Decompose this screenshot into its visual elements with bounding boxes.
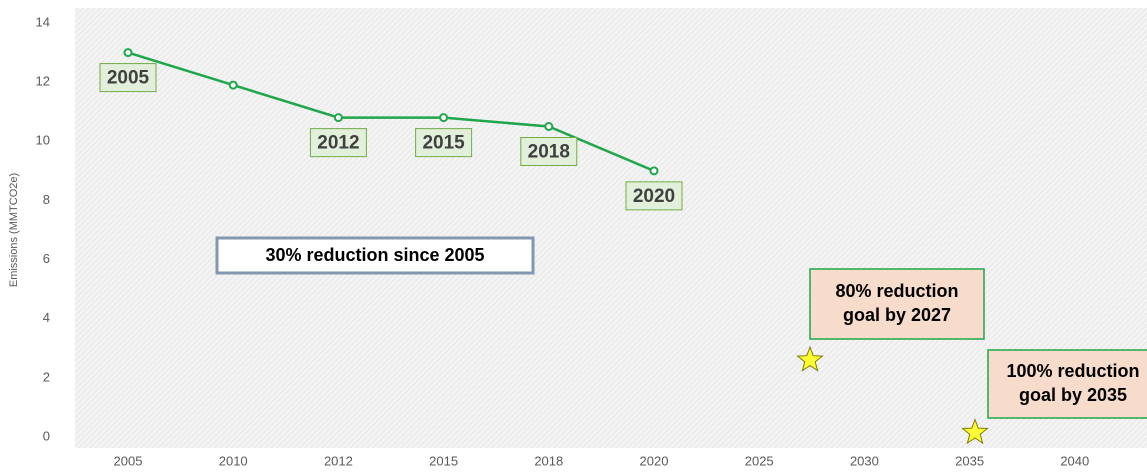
x-tick-label: 2010	[219, 453, 248, 468]
goal-text: 80% reduction	[835, 281, 958, 301]
x-tick-label: 2012	[324, 453, 353, 468]
x-tick-label: 2015	[429, 453, 458, 468]
point	[439, 113, 449, 123]
point-label-box	[309, 128, 367, 158]
point	[228, 80, 238, 90]
goal-text: goal by 2027	[843, 305, 951, 325]
y-tick-label: 12	[36, 74, 50, 89]
point-label: 2018	[528, 142, 570, 163]
x-tick-label: 2030	[850, 453, 879, 468]
point	[123, 48, 133, 58]
point-label: 2015	[422, 133, 465, 154]
x-tick-label: 2005	[114, 453, 143, 468]
goal-box	[987, 349, 1147, 419]
point-label-box	[625, 181, 683, 211]
goal-box	[809, 268, 985, 340]
point-label: 2020	[633, 186, 675, 207]
y-tick-label: 2	[43, 369, 50, 384]
point-label-box	[99, 63, 157, 93]
x-tick-label: 2035	[955, 453, 984, 468]
point-label-box	[520, 137, 578, 166]
y-tick-label: 10	[36, 133, 50, 148]
point-label: 2005	[107, 68, 150, 89]
note: 30% reduction since 2005	[265, 245, 484, 265]
point-label: 2012	[317, 133, 359, 154]
y-tick-label: 6	[43, 251, 50, 266]
goal-text: goal by 2035	[1019, 385, 1127, 405]
line	[127, 51, 655, 173]
point	[333, 113, 343, 123]
x-tick-label: 2020	[640, 453, 669, 468]
y-tick-label: 8	[43, 192, 50, 207]
point-label-box	[415, 128, 473, 158]
goal-text: 100% reduction	[1006, 361, 1139, 381]
point	[649, 166, 659, 176]
goal-star	[796, 345, 824, 372]
note-box	[215, 236, 535, 275]
y-tick-label: 0	[43, 428, 50, 443]
content: 0 2 4 6 8 10 12 14 2005 2010 2012 2015 2018 2020 2025 2…	[36, 14, 1147, 468]
plot-area	[75, 8, 1147, 448]
y-tick-label: 14	[36, 14, 50, 29]
x-tick-label: 2018	[534, 453, 563, 468]
point	[544, 122, 554, 131]
x-tick-label: 2040	[1060, 453, 1089, 468]
x-tick-label: 2025	[745, 453, 774, 468]
goal-star	[961, 418, 989, 445]
y-axis-title: Emissions (MMTCO2e)	[8, 173, 20, 287]
y-tick-label: 4	[43, 310, 50, 325]
